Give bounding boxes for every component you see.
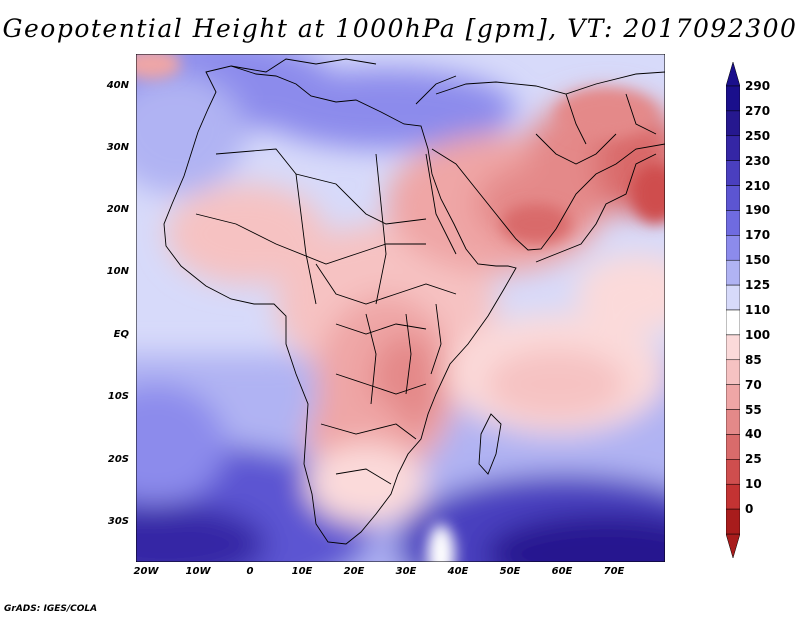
colorbar-level-label: 0 [745, 502, 754, 517]
lon-label-70e: 70E [603, 566, 625, 577]
colorbar-swatch [726, 185, 740, 211]
lon-label-30e: 30E [395, 566, 417, 577]
colorbar-swatch [726, 359, 740, 385]
colorbar-swatch [726, 384, 740, 410]
credit-text: GrADS: IGES/COLA [4, 604, 98, 614]
colorbar-swatch [726, 508, 740, 535]
colorbar-level-label: 110 [745, 303, 771, 317]
map-title: Geopotential Height at 1000hPa [gpm], VT… [2, 14, 798, 43]
colorbar-level-label: 210 [745, 178, 771, 193]
colorbar-arrow-bottom [726, 533, 740, 558]
colorbar-level-label: 70 [745, 377, 762, 392]
lon-label-60e: 60E [551, 566, 573, 577]
lon-label-40e: 40E [447, 566, 469, 577]
lon-label-10e: 10E [291, 566, 313, 577]
colorbar-level-label: 230 [745, 153, 771, 168]
lat-label-10s: 10S [107, 391, 129, 402]
colorbar-level-label: 40 [745, 427, 762, 442]
colorbar-level-label: 10 [745, 477, 762, 492]
lat-label-20s: 20S [107, 454, 129, 465]
colorbar-level-label: 290 [745, 79, 771, 93]
colorbar-level-label: 170 [745, 228, 771, 243]
lat-label-10n: 10N [106, 266, 129, 277]
colorbar-level-label: 150 [745, 253, 771, 268]
lat-label-eq: EQ [113, 329, 129, 340]
lon-label-20e: 20E [343, 566, 365, 577]
colorbar-level-label: 25 [745, 452, 762, 467]
colorbar-level-label: 85 [745, 352, 762, 367]
lat-label-30n: 30N [106, 142, 129, 153]
lon-label-20w: 20W [133, 566, 159, 577]
colorbar-swatch [726, 409, 740, 435]
colorbar-swatch [726, 459, 740, 485]
colorbar-arrow-top [726, 62, 740, 87]
lon-label-10w: 10W [185, 566, 211, 577]
colorbar-swatch [726, 309, 740, 336]
colorbar-level-label: 190 [745, 203, 771, 218]
colorbar-level-label: 125 [745, 278, 771, 293]
colorbar-level-label: 55 [745, 402, 762, 417]
colorbar [726, 62, 740, 558]
map-plot [136, 54, 665, 562]
lat-label-40n: 40N [106, 80, 129, 91]
colorbar-swatch [726, 135, 740, 161]
colorbar-swatch [726, 434, 740, 460]
colorbar-swatch [726, 284, 740, 311]
colorbar-swatch [726, 110, 740, 137]
lat-label-30s: 30S [107, 516, 129, 527]
colorbar-level-label: 250 [745, 128, 771, 143]
colorbar-swatch [726, 85, 740, 112]
colorbar-swatch [726, 334, 740, 361]
lat-label-20n: 20N [106, 204, 129, 215]
lon-label-0: 0 [246, 566, 254, 577]
colorbar-swatch [726, 259, 740, 286]
lon-label-50e: 50E [499, 566, 521, 577]
colorbar-swatch [726, 483, 740, 510]
colorbar-swatch [726, 160, 740, 186]
colorbar-level-label: 100 [745, 327, 771, 342]
colorbar-swatch [726, 235, 740, 261]
colorbar-level-label: 270 [745, 103, 771, 118]
colorbar-swatch [726, 210, 740, 236]
